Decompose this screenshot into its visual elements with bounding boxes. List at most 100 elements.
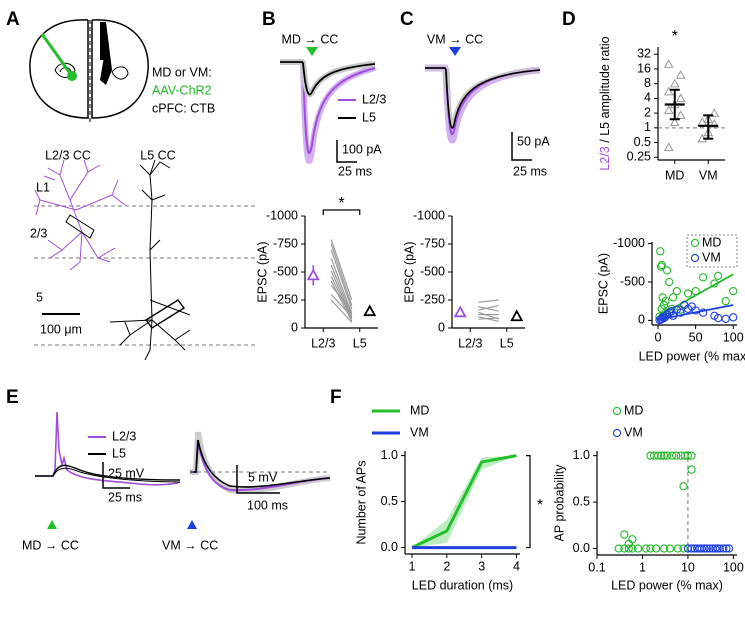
- y-axis-label-part: L2/3: [598, 146, 612, 170]
- y-tick-label: 0: [438, 320, 445, 334]
- x-tick-label: 1: [639, 560, 646, 574]
- data-point: [657, 260, 666, 270]
- legend-label: L5: [112, 446, 126, 460]
- y-tick-label: -500: [620, 274, 645, 288]
- data-point: [699, 273, 708, 282]
- trace: [280, 61, 376, 155]
- pair-line: [330, 285, 353, 312]
- label: L2/3 CC: [45, 148, 91, 162]
- y-tick-label: 0.0: [573, 541, 590, 555]
- trace-band: [425, 65, 541, 129]
- y-tick-label: 16: [637, 61, 651, 75]
- data-point: [691, 306, 700, 315]
- trace: [280, 61, 376, 96]
- y-axis-label: EPSC (pA): [255, 241, 269, 302]
- data-point: [663, 105, 674, 114]
- data-point: [663, 59, 674, 68]
- data-point: [709, 108, 720, 117]
- data-point: [624, 539, 633, 549]
- y-axis-label: EPSC (pA): [402, 241, 416, 302]
- y-tick-label: 32: [637, 47, 651, 61]
- data-point: [715, 544, 724, 553]
- y-tick-label: 0.5: [381, 494, 398, 508]
- data-point: [675, 93, 686, 103]
- pair-line: [330, 258, 353, 314]
- y-tick-label: -500: [273, 264, 298, 278]
- y-tick-label: 4: [644, 91, 651, 105]
- y-tick-label: -1000: [413, 208, 445, 222]
- data-point: [663, 142, 674, 152]
- panel-letter: A: [6, 9, 20, 30]
- panel-letter: E: [6, 387, 19, 408]
- data-point: [672, 287, 681, 296]
- data-point: [620, 544, 629, 553]
- data-point: [646, 544, 655, 553]
- data-point: [702, 544, 711, 553]
- x-tick-label: VM: [699, 168, 718, 182]
- y-tick-label: 0.25: [627, 150, 651, 164]
- y-axis-label: EPSC (pA): [596, 253, 610, 314]
- legend-box: [686, 234, 738, 268]
- y-tick-label: 1: [644, 120, 651, 134]
- data-point: [652, 544, 661, 553]
- data-point: [663, 86, 674, 96]
- label: AAV-ChR2: [152, 83, 212, 97]
- x-tick-label: 3: [478, 559, 485, 573]
- layer-label: 2/3: [30, 226, 47, 240]
- pair-line: [330, 293, 353, 318]
- x-tick-label: L5: [500, 336, 514, 350]
- annotation: *: [672, 28, 678, 45]
- data-point: [724, 544, 734, 553]
- data-point: [667, 307, 676, 316]
- y-tick-label: -250: [273, 292, 298, 306]
- y-tick-label: 0.0: [381, 540, 398, 554]
- fit-line: [657, 273, 734, 318]
- y-axis-label-part: / L5 amplitude ratio: [598, 36, 612, 142]
- trace: [190, 439, 331, 488]
- data-point: [669, 117, 680, 126]
- data-point: [660, 451, 669, 460]
- annotation: *: [338, 195, 344, 212]
- legend-label: L2/3: [362, 92, 386, 106]
- x-axis-label: LED power (% max): [611, 578, 723, 592]
- label: MD or VM:: [152, 65, 212, 79]
- y-tick-label: 1.0: [381, 448, 398, 462]
- mean-marker: [453, 305, 467, 318]
- trace-band: [280, 59, 376, 98]
- y-tick-label: -500: [420, 264, 445, 278]
- scale-bar-label: 100 ms: [247, 498, 288, 512]
- data-point: [683, 451, 693, 460]
- scale-bar-label: 100 μm: [40, 322, 82, 336]
- data-point: [641, 544, 651, 553]
- y-tick-label: 8: [644, 76, 651, 90]
- significance-bracket: [526, 454, 531, 549]
- trace: [425, 67, 541, 129]
- data-point: [705, 544, 714, 553]
- scale-bar: [236, 465, 280, 494]
- x-tick-label: 10: [681, 560, 695, 574]
- data-point: [661, 297, 670, 306]
- y-tick-label: -750: [273, 236, 298, 250]
- pair-line: [330, 299, 353, 323]
- data-point: [665, 277, 674, 287]
- data-point: [709, 118, 720, 128]
- x-tick-label: 4: [513, 559, 520, 573]
- pair-line: [478, 299, 499, 303]
- data-point: [722, 544, 731, 553]
- legend-swatch: [690, 253, 700, 263]
- legend-label: VM: [702, 250, 721, 264]
- data-point: [675, 110, 686, 120]
- scale-bar-label: 25 mV: [108, 466, 145, 480]
- y-tick-label: 0: [291, 320, 298, 334]
- legend-label: L5: [362, 110, 376, 124]
- pair-line: [330, 249, 353, 310]
- data-point: [699, 308, 708, 317]
- legend-label: MD: [410, 403, 429, 417]
- data-point: [665, 544, 674, 553]
- data-point: [614, 544, 623, 553]
- data-point: [729, 313, 738, 322]
- l5-neuron: [109, 159, 191, 361]
- pair-line: [478, 306, 499, 312]
- x-tick-label: 1: [408, 559, 415, 573]
- scale-bar-label: 50 pA: [517, 134, 550, 148]
